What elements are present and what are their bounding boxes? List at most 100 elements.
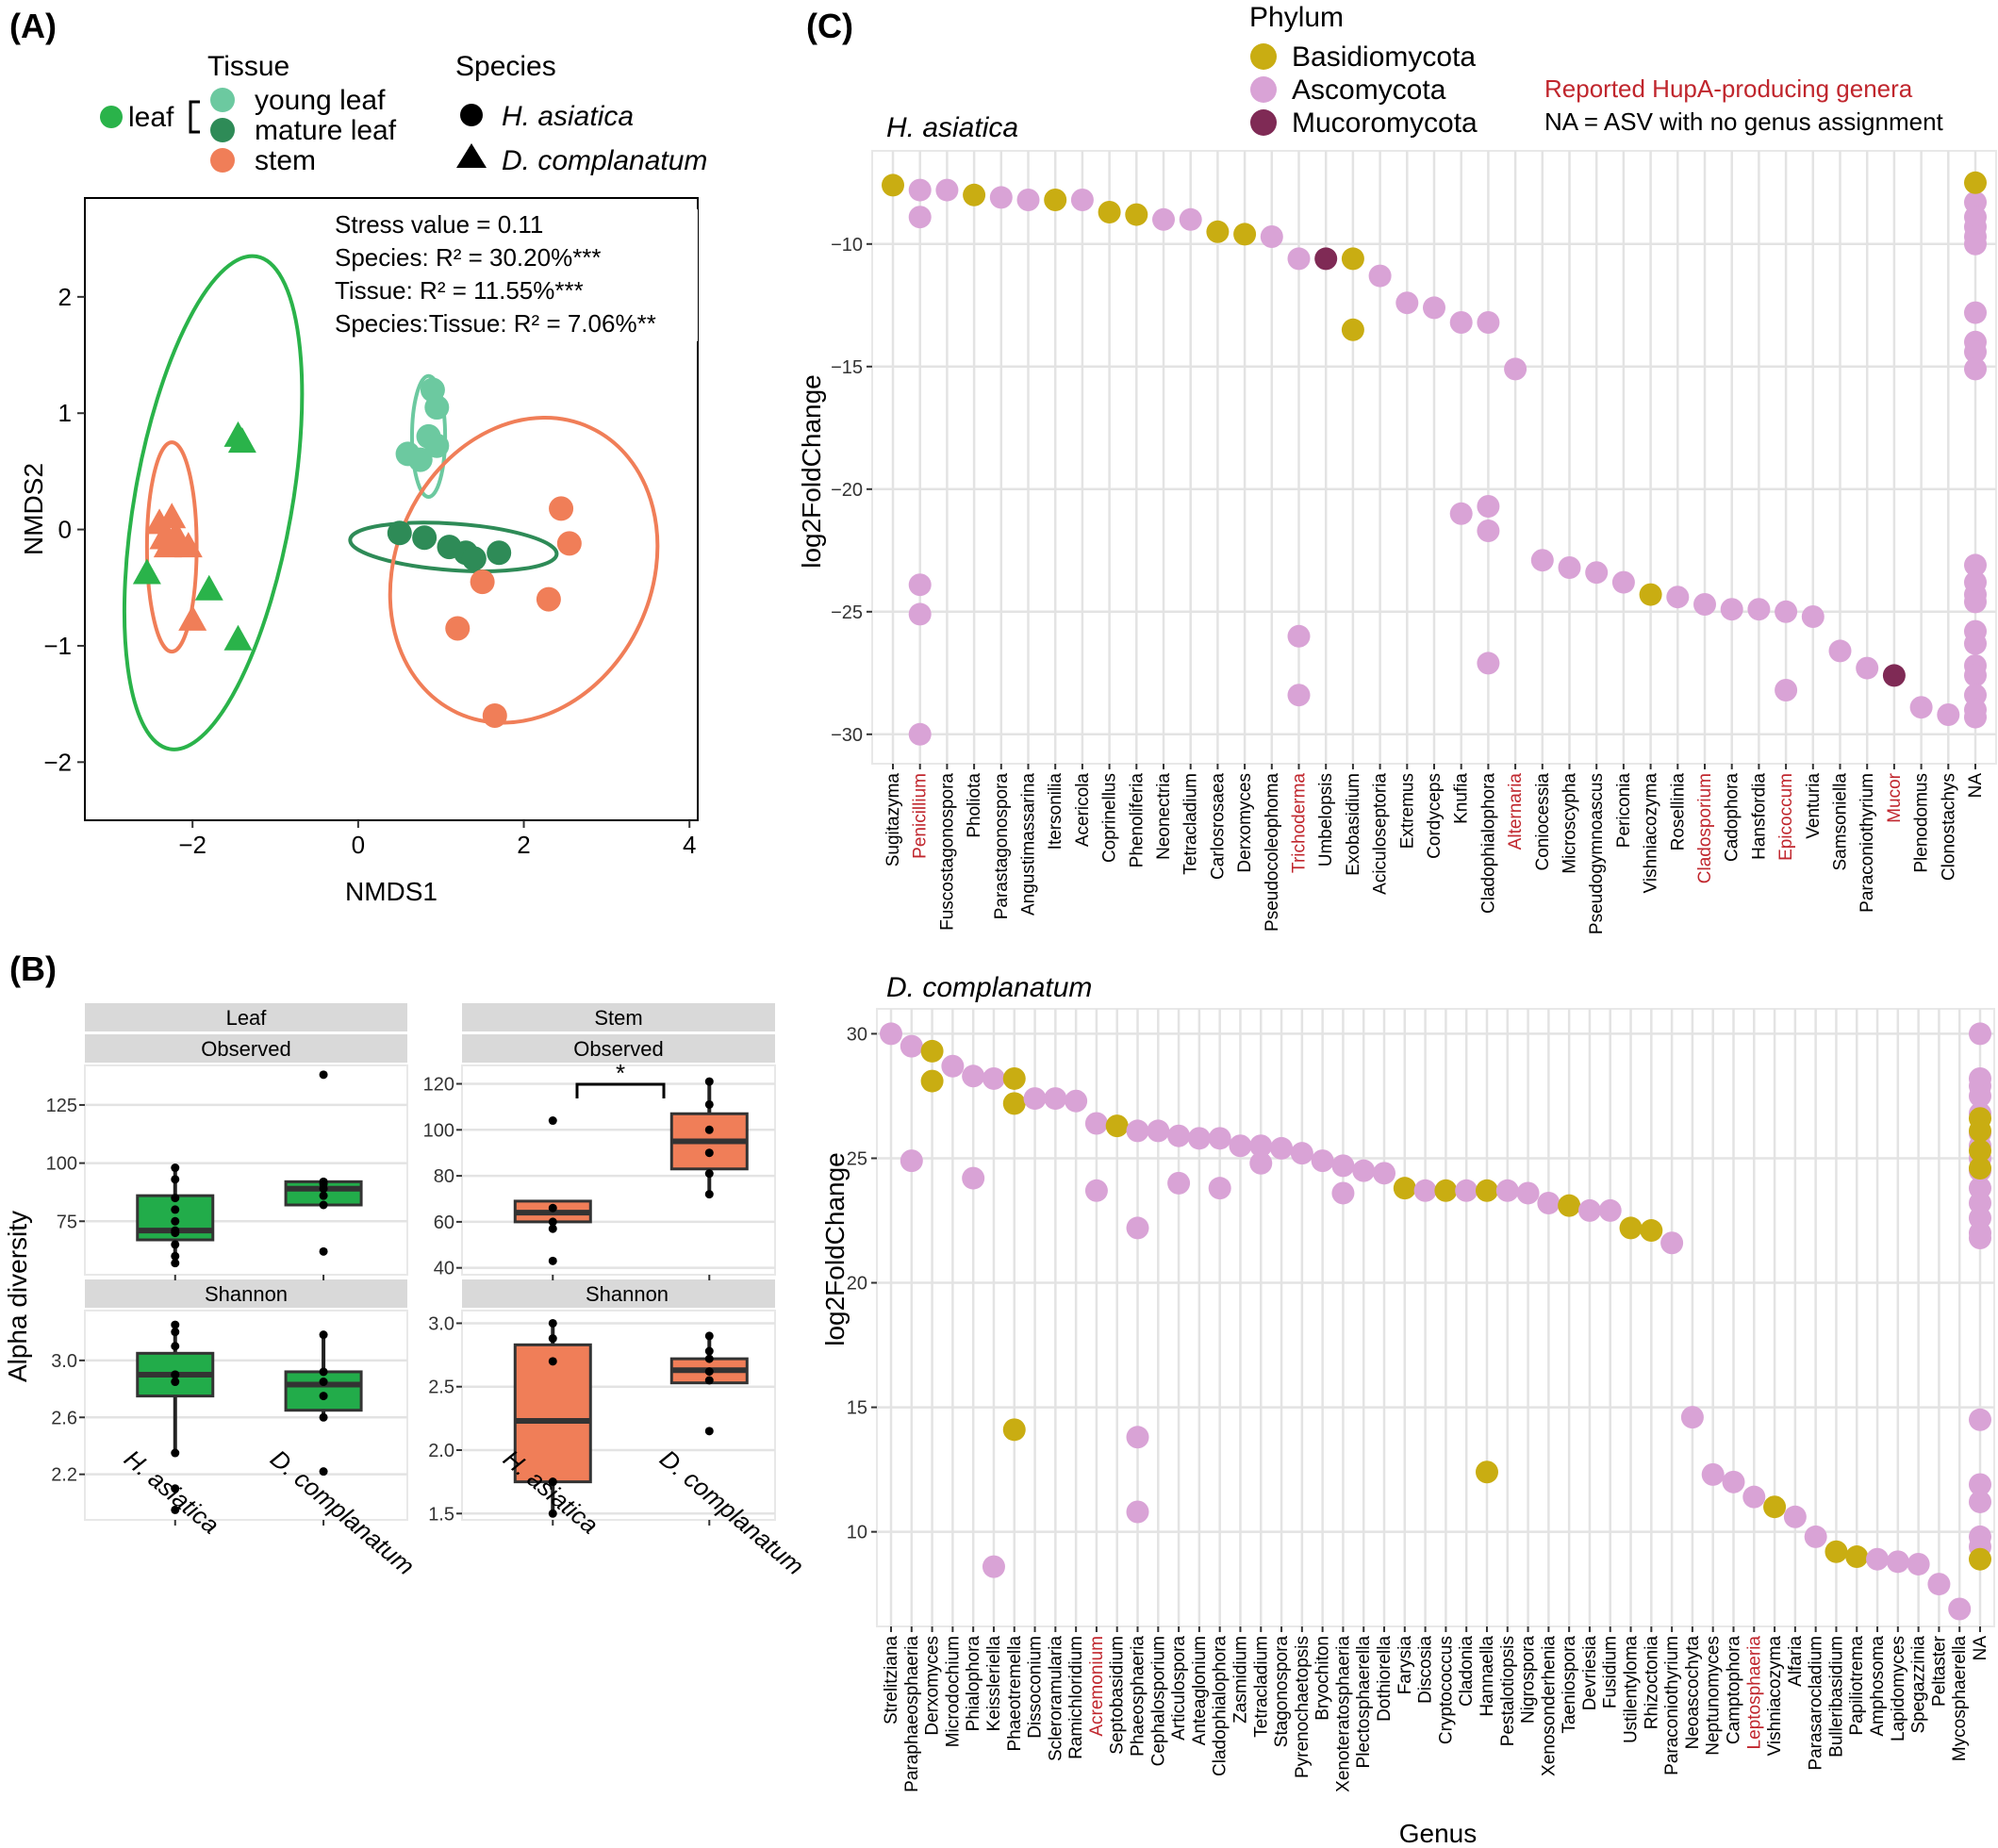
nmds-point bbox=[556, 531, 582, 556]
top-genus-label: Umbelopsis bbox=[1316, 773, 1336, 866]
bottom-genus-dot bbox=[1413, 1179, 1437, 1202]
nmds-point bbox=[149, 523, 178, 550]
bottom-genus-dot bbox=[1147, 1119, 1170, 1143]
top-genus-dot bbox=[1368, 264, 1392, 288]
facet-stem-shannon-box bbox=[513, 1343, 592, 1484]
legend-mature-leaf-marker bbox=[210, 118, 235, 142]
bottom-genus-label: Farysia bbox=[1395, 1636, 1415, 1695]
bottom-genus-label: Xenosonderhenia bbox=[1539, 1636, 1559, 1776]
top-genus-dot bbox=[1449, 311, 1473, 334]
strip-leaf-shannon-label: Shannon bbox=[205, 1282, 288, 1306]
bottom-genus-dot bbox=[1002, 1418, 1026, 1442]
y-tick-label: 0 bbox=[58, 516, 72, 544]
y-tick-label: 2 bbox=[58, 283, 72, 311]
top-genus-label: Cordyceps bbox=[1425, 773, 1445, 859]
bottom-genus-label: Lapidomyces bbox=[1889, 1636, 1908, 1741]
facet-stem-observed-point bbox=[704, 1099, 714, 1109]
ellipse-young-leaf bbox=[409, 373, 448, 500]
bottom-genus-dot bbox=[1105, 1114, 1129, 1138]
facet-stem-observed-y-tick-label: 40 bbox=[434, 1259, 454, 1279]
top-genus-dot bbox=[1747, 598, 1771, 621]
facet-stem-shannon-y-tick-label: 2.5 bbox=[428, 1378, 454, 1398]
facet-stem-shannon-point bbox=[548, 1357, 557, 1366]
bottom-genus-dot bbox=[1475, 1460, 1498, 1484]
bottom-genus-dot bbox=[1742, 1485, 1766, 1509]
facet-leaf-shannon-point bbox=[171, 1484, 180, 1493]
top-y-tick-label: −15 bbox=[831, 357, 863, 378]
legend-tissue-title: Tissue bbox=[207, 51, 289, 82]
top-genus-dot bbox=[1530, 549, 1554, 572]
top-genus-label: Pholiota bbox=[965, 773, 984, 838]
bottom-genus-dot bbox=[1680, 1406, 1704, 1429]
bottom-genus-dot bbox=[1023, 1087, 1047, 1111]
bottom-genus-dot bbox=[1640, 1219, 1663, 1243]
top-genus-dot bbox=[989, 186, 1013, 209]
bottom-genus-dot bbox=[900, 1149, 923, 1173]
legend-basidiomycota: Basidiomycota bbox=[1292, 41, 1476, 73]
top-dot-plot: −30 −25 −20 −15 −10 Sugitazyma Penicillium Fusc… bbox=[831, 150, 1997, 934]
bottom-genus-dot bbox=[1126, 1500, 1149, 1524]
facet-stem-observed-point bbox=[704, 1148, 714, 1158]
top-genus-dot bbox=[1964, 340, 1987, 364]
bottom-genus-label: Acremonium bbox=[1087, 1636, 1107, 1737]
strip-stem-shannon-label: Shannon bbox=[586, 1282, 669, 1306]
bottom-genus-dot bbox=[1619, 1216, 1643, 1240]
bottom-genus-label: Phaeosphaeria bbox=[1129, 1636, 1148, 1757]
top-genus-dot bbox=[1504, 357, 1527, 381]
top-genus-label: NA bbox=[1966, 773, 1986, 799]
bottom-genus-dot bbox=[1969, 1490, 1991, 1513]
nmds-point bbox=[173, 532, 203, 558]
top-genus-label: Pseudogymnoascus bbox=[1587, 773, 1607, 934]
bottom-genus-dot bbox=[1763, 1495, 1787, 1519]
facet-stem-observed-y-tick-label: 80 bbox=[434, 1166, 454, 1187]
alpha-sig-bracket: * bbox=[575, 1059, 666, 1098]
bottom-genus-dot bbox=[1845, 1545, 1869, 1569]
bottom-genus-label: Mycosphaerella bbox=[1950, 1636, 1970, 1761]
x-tick-label: 2 bbox=[517, 831, 530, 859]
nmds-point bbox=[424, 395, 450, 421]
bottom-genus-dot bbox=[1311, 1149, 1334, 1173]
bottom-genus-dot bbox=[1927, 1573, 1951, 1596]
bottom-genus-label: Paraphaeosphaeria bbox=[902, 1636, 922, 1792]
panel-a-label: (A) bbox=[9, 7, 57, 45]
nmds-point bbox=[407, 447, 433, 472]
top-genus-dot bbox=[1666, 586, 1690, 609]
bottom-genus-label: Taeniospora bbox=[1560, 1636, 1579, 1734]
nmds-point bbox=[223, 624, 253, 651]
bottom-genus-dot bbox=[1167, 1124, 1191, 1147]
bottom-genus-label: Spegazzinia bbox=[1909, 1636, 1929, 1734]
top-genus-dot bbox=[935, 178, 959, 202]
facet-stem-observed-y-tick-label: 100 bbox=[423, 1120, 454, 1141]
facet-leaf-shannon-point bbox=[171, 1448, 180, 1458]
facet-stem-shannon-point bbox=[548, 1509, 557, 1518]
bottom-genus-label: Papiliotrema bbox=[1847, 1636, 1867, 1736]
top-genus-label: Hansfordia bbox=[1749, 773, 1769, 860]
bottom-genus-dot bbox=[1002, 1066, 1026, 1090]
bottom-genus-label: Pestalotiopsis bbox=[1498, 1636, 1518, 1746]
genus-xlabel: Genus bbox=[1399, 1819, 1478, 1848]
bottom-genus-dot bbox=[1331, 1154, 1355, 1178]
strip-leaf-label: Leaf bbox=[226, 1006, 268, 1030]
bottom-genus-dot bbox=[920, 1069, 944, 1093]
nmds-point bbox=[445, 616, 471, 641]
top-genus-dot bbox=[1964, 553, 1987, 577]
panel-c-legend: Phylum Basidiomycota Ascomycota Mucoromy… bbox=[1249, 2, 1944, 139]
facet-stem-shannon-point bbox=[704, 1346, 714, 1356]
bottom-genus-label: Septobasidium bbox=[1108, 1636, 1128, 1755]
top-genus-dot bbox=[1179, 207, 1202, 231]
bottom-genus-label: Bulleribasidium bbox=[1826, 1636, 1846, 1757]
top-genus-label: Trichoderma bbox=[1290, 773, 1310, 873]
facet-stem-shannon-point bbox=[548, 1318, 557, 1328]
y-tick-label: 1 bbox=[58, 399, 72, 427]
panel-b-strips: Leaf Observed Stem Observed Shannon Shan… bbox=[85, 1003, 775, 1308]
bottom-genus-dot bbox=[941, 1054, 965, 1078]
bottom-genus-dot bbox=[1577, 1198, 1601, 1222]
top-genus-dot bbox=[1477, 495, 1500, 518]
bottom-y-tick-label: 30 bbox=[847, 1024, 867, 1045]
top-genus-label: Cadophora bbox=[1723, 773, 1742, 862]
r2-species: Species: R² = 30.20%*** bbox=[335, 243, 602, 272]
bottom-genus-dot bbox=[1290, 1142, 1313, 1165]
phylum-legend-title: Phylum bbox=[1249, 2, 1344, 33]
top-genus-label: Acericola bbox=[1073, 773, 1093, 848]
top-genus-dot bbox=[1964, 705, 1987, 729]
